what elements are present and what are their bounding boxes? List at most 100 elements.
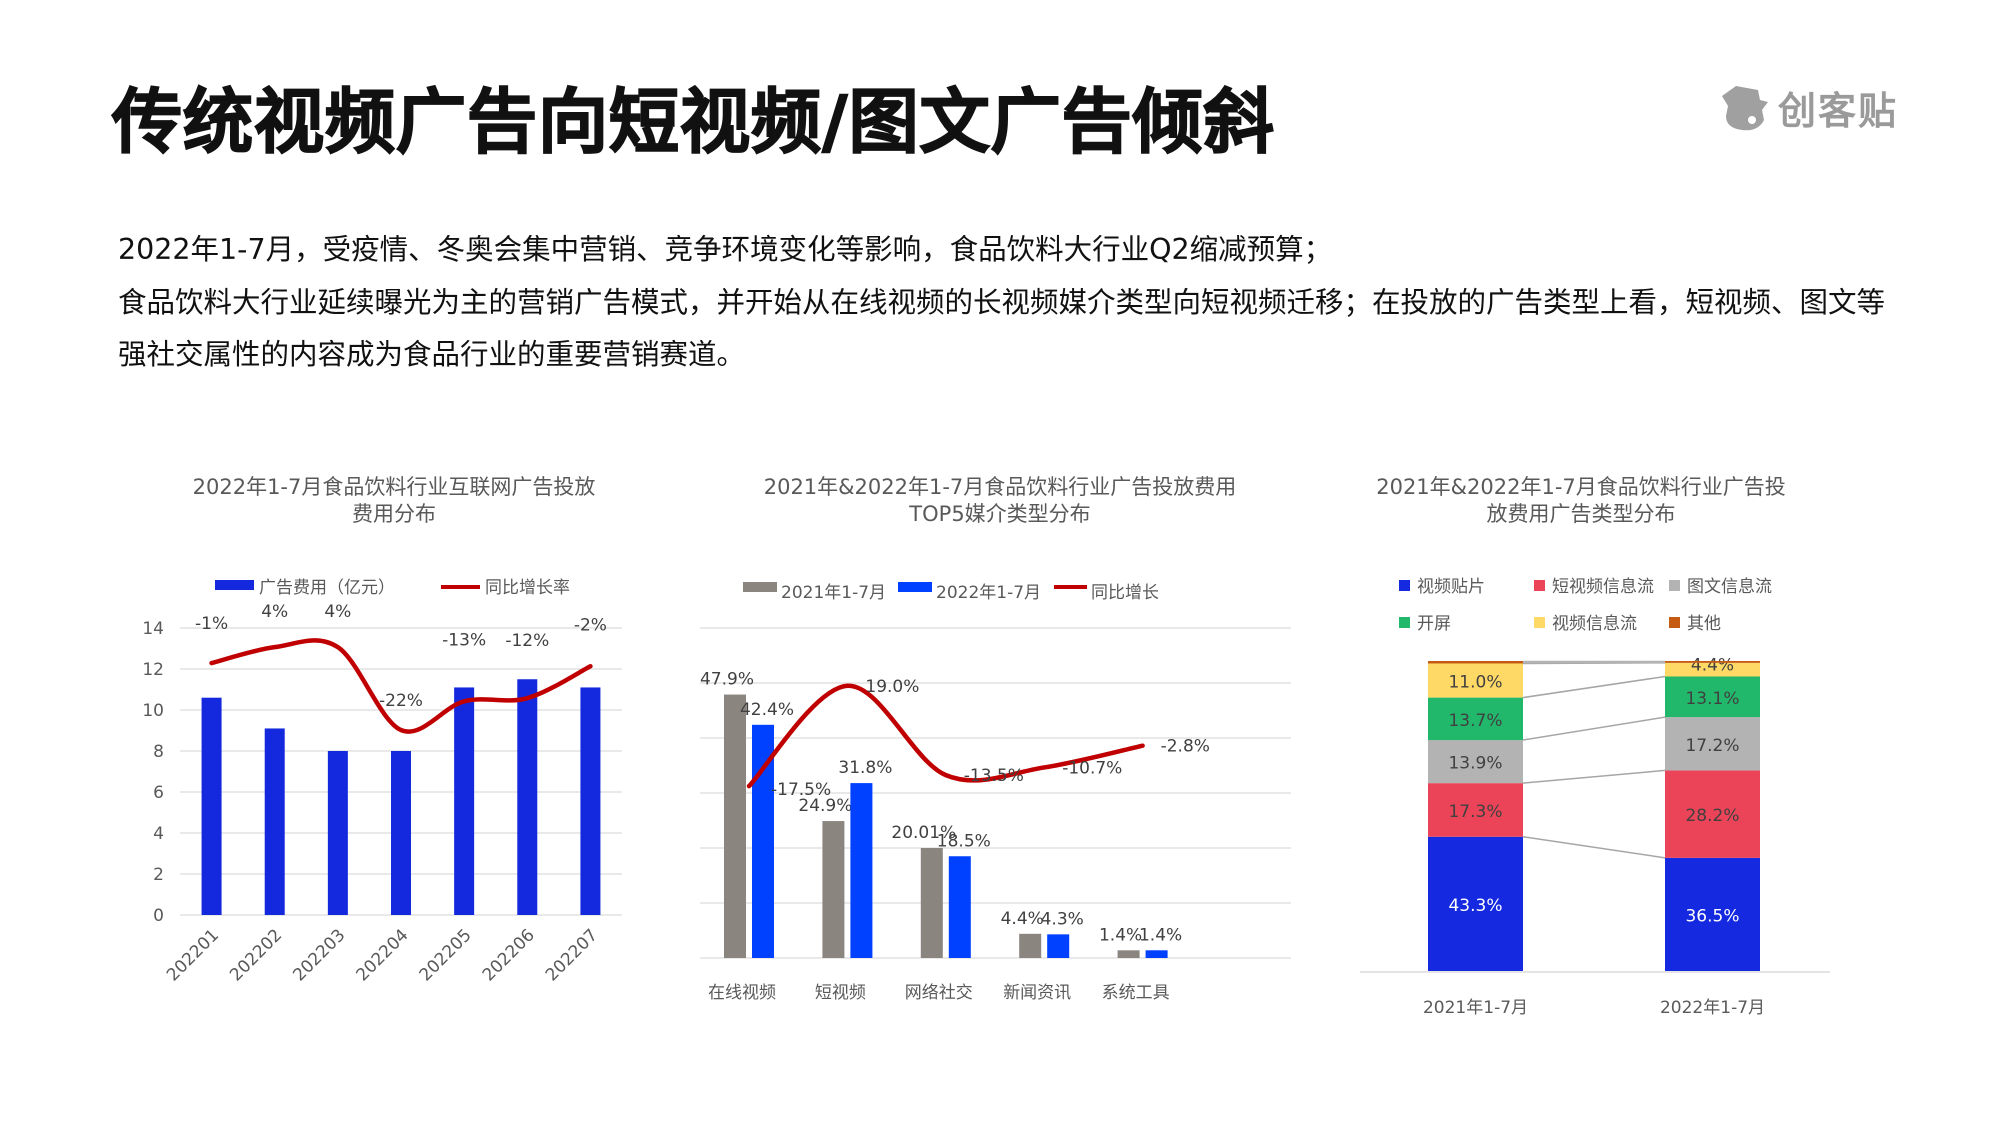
bar-2022 bbox=[1145, 950, 1168, 958]
stacked-segment-5 bbox=[1428, 661, 1523, 664]
legend-label-2022: 2022年1-7月 bbox=[936, 583, 1041, 603]
growth-rate-label: -2% bbox=[574, 615, 607, 635]
series-connector-line bbox=[1522, 675, 1666, 699]
bar-ad-spend bbox=[391, 751, 411, 915]
yoy-growth-label: -10.7% bbox=[1062, 758, 1122, 778]
legend-swatch bbox=[1399, 617, 1410, 628]
bar-2022 bbox=[1047, 934, 1070, 958]
y-tick-label: 10 bbox=[142, 701, 164, 721]
bar-2021 bbox=[724, 694, 746, 958]
chart-title: TOP5媒介类型分布 bbox=[908, 502, 1090, 526]
legend-label: 其他 bbox=[1687, 614, 1721, 634]
legend-label: 开屏 bbox=[1417, 614, 1451, 634]
bar-label-2021: 4.4% bbox=[1001, 909, 1044, 929]
stacked-segment-5 bbox=[1665, 661, 1760, 663]
legend-label: 短视频信息流 bbox=[1552, 577, 1654, 597]
chart-title: 2022年1-7月食品饮料行业互联网广告投放 bbox=[193, 475, 596, 499]
x-tick-label: 系统工具 bbox=[1102, 983, 1170, 1003]
legend-swatch bbox=[1534, 617, 1545, 628]
series-connector-line bbox=[1522, 769, 1666, 784]
bar-label-2021: 24.9% bbox=[798, 796, 852, 816]
bar-ad-spend bbox=[517, 679, 538, 915]
yoy-growth-label: -2.8% bbox=[1161, 737, 1210, 757]
chart-media-type-top5: 2021年&2022年1-7月食品饮料行业广告投放费用 TOP5媒介类型分布 47.… bbox=[700, 475, 1291, 1003]
y-tick-label: 6 bbox=[153, 783, 164, 803]
x-tick-label: 202202 bbox=[226, 925, 286, 985]
legend-label-2021: 2021年1-7月 bbox=[781, 583, 886, 603]
yoy-growth-label: -13.5% bbox=[964, 766, 1024, 786]
brand-logo: 创客贴 bbox=[1718, 80, 1898, 135]
stacked-segment-3 bbox=[1428, 697, 1523, 741]
y-tick-label: 0 bbox=[153, 906, 164, 926]
yoy-growth-label: 19.0% bbox=[865, 677, 919, 697]
growth-rate-label: -12% bbox=[505, 631, 549, 651]
segment-label: 43.3% bbox=[1448, 896, 1502, 916]
legend-label-yoy: 同比增长 bbox=[1091, 583, 1159, 603]
summary-line-2: 食品饮料大行业延续曝光为主的营销广告模式，并开始从在线视频的长视频媒介类型向短视… bbox=[118, 286, 1886, 319]
bar-2022 bbox=[752, 724, 774, 958]
x-tick-label: 202204 bbox=[352, 925, 412, 985]
stacked-segment-2 bbox=[1428, 740, 1523, 784]
bar-ad-spend bbox=[454, 687, 475, 915]
x-tick-label: 短视频 bbox=[815, 983, 866, 1003]
legend-swatch bbox=[1534, 580, 1545, 591]
bar-label-2021: 47.9% bbox=[700, 670, 754, 690]
bar-2021 bbox=[1019, 933, 1042, 958]
growth-rate-label: -13% bbox=[442, 630, 486, 650]
legend-swatch bbox=[1669, 617, 1680, 628]
chart-title: 2021年&2022年1-7月食品饮料行业广告投 bbox=[1376, 475, 1786, 499]
x-tick-label: 202207 bbox=[542, 925, 602, 985]
legend-swatch bbox=[1669, 580, 1680, 591]
growth-rate-label: -1% bbox=[195, 614, 228, 634]
segment-label: 13.1% bbox=[1685, 689, 1739, 709]
bar-label-2022: 4.3% bbox=[1041, 909, 1084, 929]
x-tick-label: 202203 bbox=[289, 925, 349, 985]
legend-swatch-2021 bbox=[743, 582, 777, 592]
segment-label: 11.0% bbox=[1448, 673, 1502, 693]
yoy-growth-label: -17.5% bbox=[771, 780, 831, 800]
legend-swatch-2022 bbox=[898, 582, 932, 592]
bar-label-2022: 31.8% bbox=[838, 758, 892, 778]
bar-ad-spend bbox=[201, 697, 222, 915]
stacked-segment-4 bbox=[1665, 662, 1760, 677]
bar-label-2022: 1.4% bbox=[1139, 925, 1182, 945]
series-connector-line bbox=[1522, 836, 1666, 859]
legend-label-ad-spend: 广告费用（亿元） bbox=[259, 578, 395, 598]
stacked-segment-1 bbox=[1428, 783, 1523, 837]
legend-label: 视频信息流 bbox=[1552, 614, 1637, 634]
x-tick-label: 2021年1-7月 bbox=[1423, 998, 1528, 1018]
legend-label-growth: 同比增长率 bbox=[485, 578, 570, 598]
y-tick-label: 2 bbox=[153, 865, 164, 885]
bar-ad-spend bbox=[264, 728, 285, 915]
growth-rate-label: 4% bbox=[261, 602, 288, 622]
bar-2022 bbox=[948, 856, 971, 958]
stacked-segment-0 bbox=[1428, 836, 1523, 971]
chart-title: 费用分布 bbox=[352, 502, 436, 526]
legend-label: 图文信息流 bbox=[1687, 577, 1772, 597]
growth-rate-line bbox=[209, 638, 593, 734]
y-tick-label: 8 bbox=[153, 742, 164, 762]
bar-2021 bbox=[822, 821, 845, 958]
bar-label-2021: 20.01% bbox=[891, 823, 956, 843]
bar-label-2022: 18.5% bbox=[937, 831, 991, 851]
segment-label: 17.2% bbox=[1685, 736, 1739, 756]
stacked-segment-4 bbox=[1428, 663, 1523, 698]
legend-label: 视频贴片 bbox=[1417, 577, 1485, 597]
bar-2021 bbox=[920, 848, 943, 958]
x-tick-label: 202201 bbox=[163, 925, 223, 985]
bar-ad-spend bbox=[580, 687, 601, 915]
bar-2021 bbox=[1117, 950, 1140, 958]
bar-label-2021: 1.4% bbox=[1099, 925, 1142, 945]
bar-label-2022: 42.4% bbox=[740, 700, 794, 720]
y-tick-label: 12 bbox=[142, 660, 164, 680]
segment-label: 13.7% bbox=[1448, 711, 1502, 731]
x-tick-label: 网络社交 bbox=[905, 983, 973, 1003]
series-connector-line bbox=[1522, 716, 1666, 741]
growth-rate-label: -22% bbox=[379, 691, 423, 711]
segment-label: 4.4% bbox=[1691, 656, 1734, 676]
x-tick-label: 202205 bbox=[416, 925, 476, 985]
x-tick-label: 在线视频 bbox=[708, 983, 776, 1003]
